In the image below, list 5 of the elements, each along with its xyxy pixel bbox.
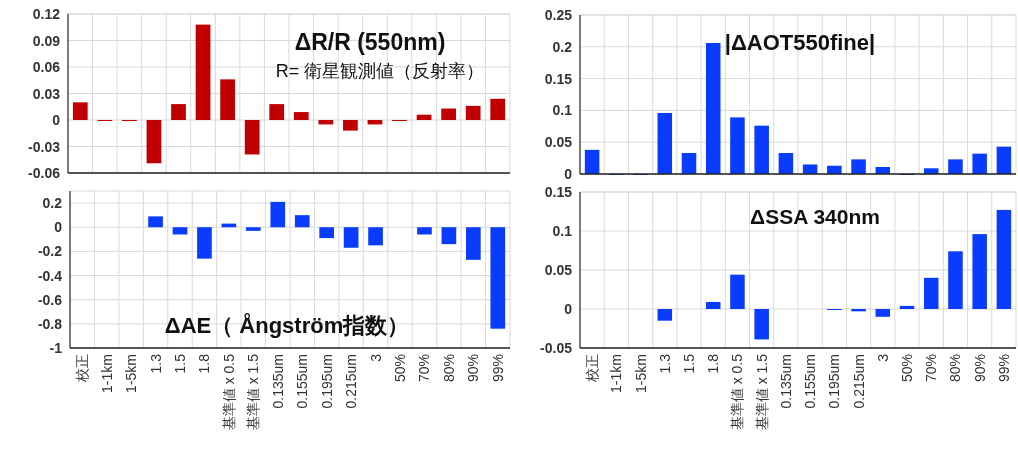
title: ΔSSA 340nm: [750, 205, 880, 228]
subtitle: R= 衛星観測値（反射率）: [275, 61, 485, 81]
title: |ΔAOT550fine|: [724, 30, 876, 55]
title: ΔR/R (550nm): [294, 29, 446, 55]
title: ΔAE（ Ångström指数）: [164, 313, 410, 338]
